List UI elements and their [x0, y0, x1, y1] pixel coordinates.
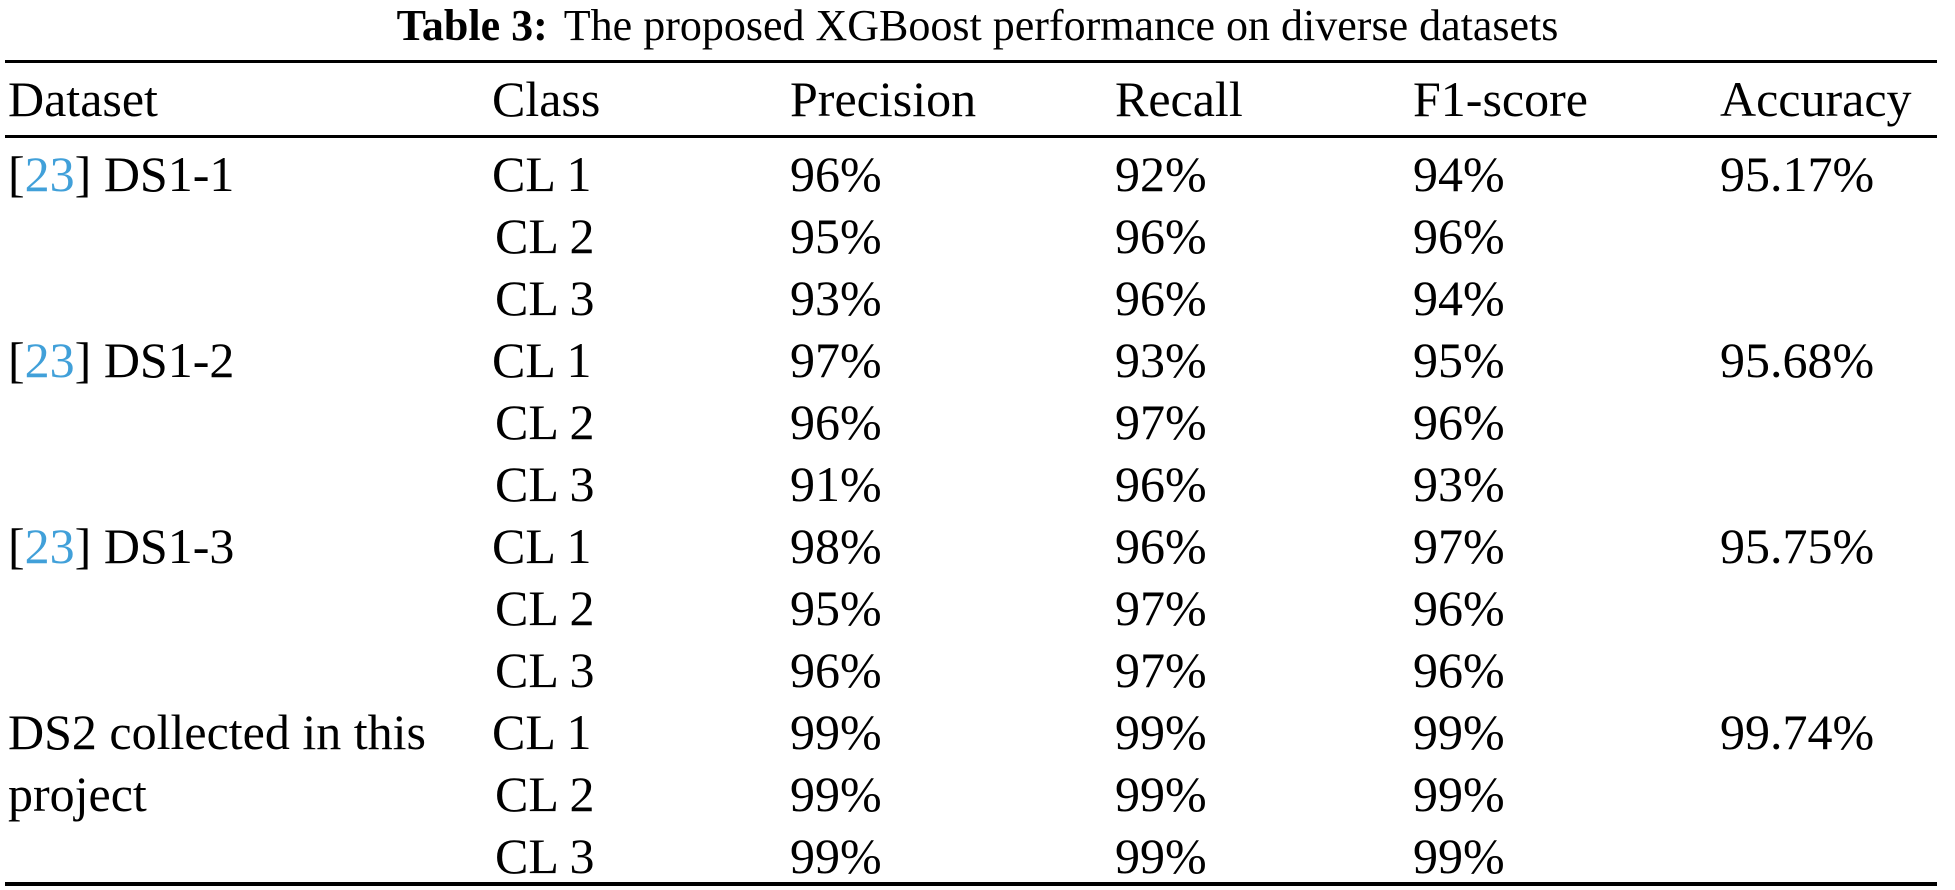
citation-bracket-close: ] — [74, 146, 104, 202]
citation-bracket-open: [ — [8, 146, 25, 202]
header-row: Dataset Class Precision Recall F1-score … — [5, 61, 1937, 138]
precision-cell: 98% — [790, 518, 882, 574]
recall-cell: 97% — [1115, 580, 1207, 636]
class-cell: CL 1 — [492, 332, 592, 388]
table-row: CL 2 99% 99% 99% — [5, 758, 1937, 822]
table-row: DS2 collected in this project CL 1 99% 99% 9… — [5, 696, 1937, 822]
citation-link[interactable]: 23 — [24, 332, 75, 388]
dataset-name: DS1-3 — [103, 518, 235, 574]
col-header-f1: F1-score — [1413, 61, 1720, 138]
recall-cell: 96% — [1115, 208, 1207, 264]
recall-cell: 96% — [1115, 456, 1207, 512]
citation-bracket-close: ] — [74, 332, 104, 388]
f1-cell: 97% — [1413, 518, 1505, 574]
dataset-cell: [23] DS1-2 — [5, 329, 492, 515]
dataset-cell: [23] DS1-3 — [5, 515, 492, 701]
class-cell: CL 3 — [495, 828, 595, 884]
f1-cell: 96% — [1413, 208, 1505, 264]
f1-cell: 96% — [1413, 642, 1505, 698]
precision-cell: 93% — [790, 270, 882, 326]
class-cell: CL 1 — [492, 146, 592, 202]
table-row: [23] DS1-1 CL 1 96% 92% 94% 95.17% — [5, 137, 1937, 202]
table-row: CL 3 91% 96% 93% — [5, 448, 1937, 512]
col-header-dataset: Dataset — [5, 61, 492, 138]
recall-cell: 97% — [1115, 394, 1207, 450]
recall-cell: 99% — [1115, 766, 1207, 822]
dataset-name: DS1-1 — [103, 146, 235, 202]
accuracy-cell: 99.74% — [1720, 704, 1875, 760]
accuracy-cell: 95.68% — [1720, 332, 1875, 388]
class-cell: CL 1 — [492, 704, 592, 760]
dataset-name: DS1-2 — [103, 332, 235, 388]
accuracy-cell: 95.75% — [1720, 518, 1875, 574]
table-row: CL 3 93% 96% 94% — [5, 262, 1937, 326]
table-row: CL 2 95% 97% 96% — [5, 572, 1937, 636]
precision-cell: 99% — [790, 766, 882, 822]
recall-cell: 97% — [1115, 642, 1207, 698]
dataset-name: DS2 collected in this project — [8, 704, 426, 822]
dataset-cell: [23] DS1-1 — [5, 142, 492, 330]
precision-cell: 96% — [790, 394, 882, 450]
precision-cell: 91% — [790, 456, 882, 512]
recall-cell: 99% — [1115, 828, 1207, 884]
class-cell: CL 3 — [495, 642, 595, 698]
col-header-class: Class — [492, 61, 790, 138]
class-cell: CL 2 — [495, 394, 595, 450]
results-table: Dataset Class Precision Recall F1-score … — [5, 60, 1937, 886]
class-cell: CL 2 — [495, 208, 595, 264]
f1-cell: 99% — [1413, 704, 1505, 760]
accuracy-cell: 95.17% — [1720, 146, 1875, 202]
precision-cell: 96% — [790, 146, 882, 202]
class-cell: CL 1 — [492, 518, 592, 574]
table-caption-label: Table 3: — [396, 1, 548, 50]
class-cell: CL 2 — [495, 580, 595, 636]
col-header-precision: Precision — [790, 61, 1115, 138]
f1-cell: 94% — [1413, 146, 1505, 202]
f1-cell: 95% — [1413, 332, 1505, 388]
recall-cell: 93% — [1115, 332, 1207, 388]
table-row: CL 3 99% 99% 99% — [5, 820, 1937, 884]
col-header-accuracy: Accuracy — [1720, 61, 1937, 138]
f1-cell: 96% — [1413, 394, 1505, 450]
table-row: [23] DS1-3 CL 1 98% 96% 97% 95.75% — [5, 510, 1937, 574]
recall-cell: 92% — [1115, 146, 1207, 202]
recall-cell: 96% — [1115, 270, 1207, 326]
citation-bracket-close: ] — [74, 518, 104, 574]
table-caption-text: The proposed XGBoost performance on dive… — [563, 1, 1559, 50]
precision-cell: 99% — [790, 704, 882, 760]
table-row: CL 2 96% 97% 96% — [5, 386, 1937, 450]
f1-cell: 96% — [1413, 580, 1505, 636]
precision-cell: 95% — [790, 580, 882, 636]
table-caption: Table 3: The proposed XGBoost performance… — [0, 0, 1955, 52]
precision-cell: 97% — [790, 332, 882, 388]
recall-cell: 99% — [1115, 704, 1207, 760]
precision-cell: 99% — [790, 828, 882, 884]
class-cell: CL 3 — [495, 456, 595, 512]
f1-cell: 93% — [1413, 456, 1505, 512]
citation-link[interactable]: 23 — [24, 518, 75, 574]
table-row: CL 3 96% 97% 96% — [5, 634, 1937, 698]
citation-link[interactable]: 23 — [24, 146, 75, 202]
table-body: [23] DS1-1 CL 1 96% 92% 94% 95.17% CL 2 95% 96% 9… — [5, 137, 1937, 884]
precision-cell: 96% — [790, 642, 882, 698]
f1-cell: 99% — [1413, 766, 1505, 822]
citation-bracket-open: [ — [8, 332, 25, 388]
precision-cell: 95% — [790, 208, 882, 264]
col-header-recall: Recall — [1115, 61, 1413, 138]
class-cell: CL 2 — [495, 766, 595, 822]
dataset-cell: DS2 collected in this project — [5, 701, 492, 889]
f1-cell: 94% — [1413, 270, 1505, 326]
recall-cell: 96% — [1115, 518, 1207, 574]
table-row: [23] DS1-2 CL 1 97% 93% 95% 95.68% — [5, 324, 1937, 388]
f1-cell: 99% — [1413, 828, 1505, 884]
class-cell: CL 3 — [495, 270, 595, 326]
citation-bracket-open: [ — [8, 518, 25, 574]
table-row: CL 2 95% 96% 96% — [5, 200, 1937, 264]
